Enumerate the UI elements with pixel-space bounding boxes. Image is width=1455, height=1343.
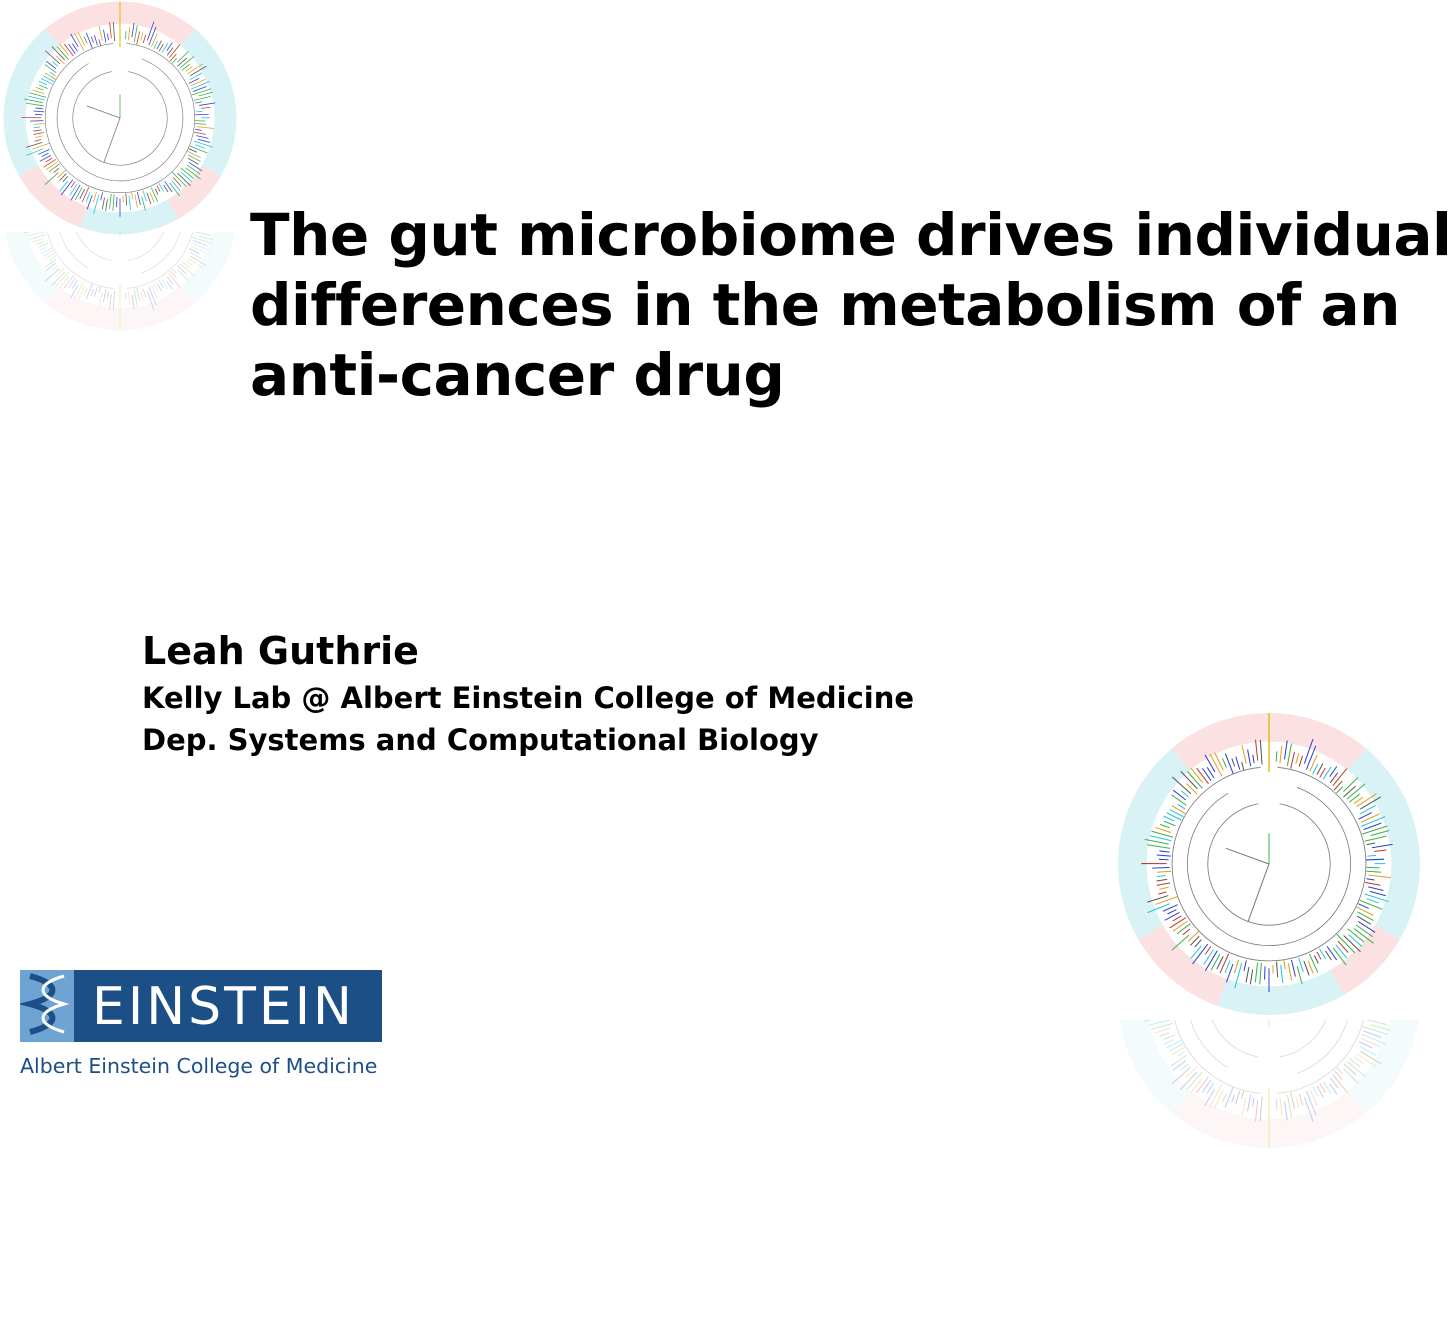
affiliation-lab: Kelly Lab @ Albert Einstein College of M… xyxy=(142,681,915,715)
logo-box: EINSTEIN xyxy=(18,970,382,1042)
dna-helix-icon xyxy=(18,973,70,1035)
presenter-name: Leah Guthrie xyxy=(142,629,419,673)
einstein-logo: EINSTEIN Albert Einstein College of Medi… xyxy=(18,968,385,1080)
affiliation-department: Dep. Systems and Computational Biology xyxy=(142,723,819,757)
logo-strip xyxy=(18,970,74,1042)
phylogenetic-tree-reflection-bottom-right xyxy=(1117,1020,1421,1148)
logo-caption: Albert Einstein College of Medicine xyxy=(20,1054,378,1078)
phylogenetic-tree-graphic-bottom-right xyxy=(1118,713,1420,1015)
slide-title-line: differences in the metabolism of an xyxy=(250,271,1400,339)
slide-title-line: The gut microbiome drives individual xyxy=(250,201,1452,269)
phylogenetic-tree-reflection-top-left xyxy=(3,232,237,331)
phylogenetic-tree-graphic-top-left xyxy=(3,1,237,235)
slide-title: The gut microbiome drives individual dif… xyxy=(250,200,1452,410)
logo-wordmark: EINSTEIN xyxy=(92,977,355,1037)
slide-title-line: anti-cancer drug xyxy=(250,341,785,409)
